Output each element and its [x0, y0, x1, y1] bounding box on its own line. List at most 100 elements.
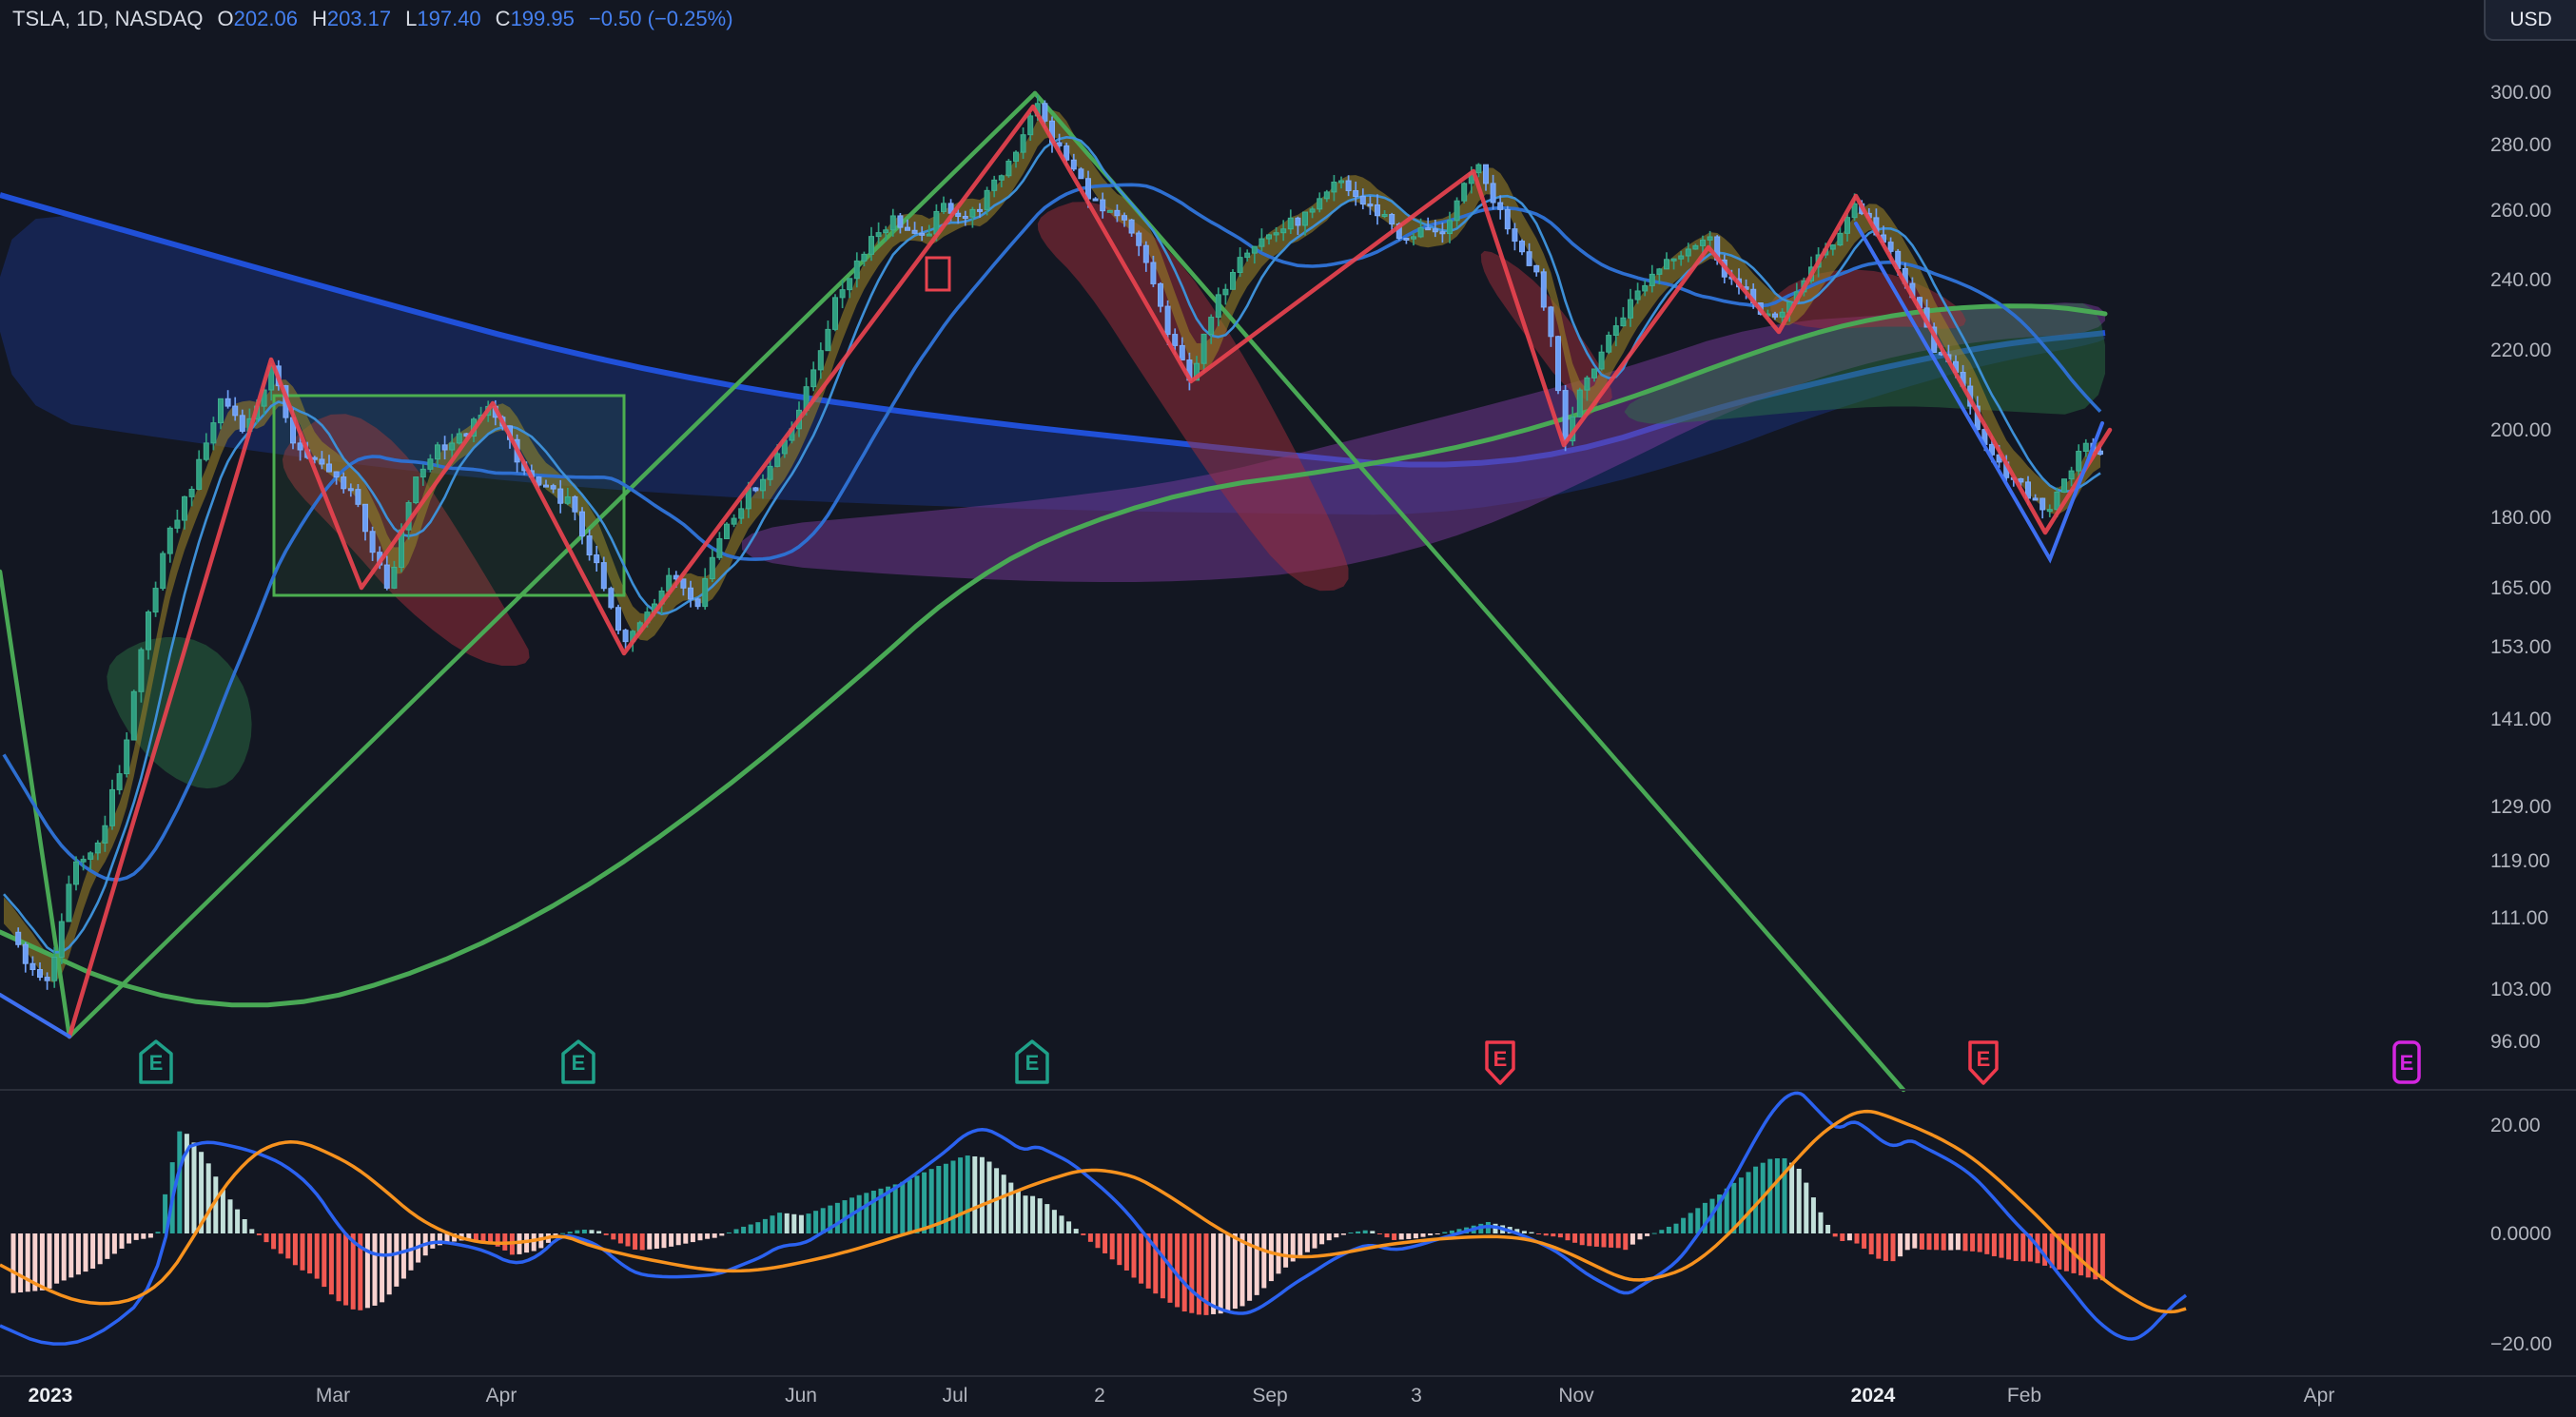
macd-hist-bar	[10, 1233, 16, 1293]
macd-hist-bar	[2078, 1233, 2084, 1276]
macd-hist-bar	[1232, 1233, 1238, 1310]
macd-hist-bar	[1290, 1233, 1296, 1262]
candle-body	[608, 588, 615, 609]
macd-tick[interactable]: 0.0000	[2490, 1223, 2551, 1245]
macd-hist-bar	[177, 1131, 183, 1233]
time-tick[interactable]: 3	[1411, 1385, 1422, 1407]
candle-body	[752, 487, 759, 492]
green-trendline[interactable]	[1032, 90, 1906, 1093]
price-tick[interactable]: 96.00	[2490, 1031, 2541, 1053]
candle-body	[1092, 198, 1099, 202]
earnings-icon[interactable]	[1968, 1040, 1999, 1085]
macd-hist-bar	[1211, 1233, 1217, 1314]
time-tick[interactable]: Apr	[486, 1385, 517, 1407]
macd-hist-bar	[762, 1218, 768, 1233]
time-tick[interactable]: Apr	[2304, 1385, 2335, 1407]
candle-body	[1215, 294, 1221, 319]
earnings-icon[interactable]	[1485, 1040, 1515, 1085]
time-tick[interactable]: 2024	[1851, 1385, 1896, 1407]
price-tick[interactable]: 165.00	[2490, 577, 2551, 599]
earnings-icon[interactable]	[2392, 1040, 2421, 1084]
price-tick[interactable]: 300.00	[2490, 82, 2551, 104]
blue-trendline[interactable]	[1854, 222, 2104, 564]
candle-body	[1287, 217, 1294, 230]
currency-toggle-button[interactable]: USD	[2484, 0, 2576, 41]
price-tick[interactable]: 153.00	[2490, 636, 2551, 658]
macd-hist-bar	[292, 1233, 298, 1266]
macd-hist-bar	[1717, 1194, 1723, 1233]
price-tick[interactable]: 260.00	[2490, 200, 2551, 222]
time-tick[interactable]: Jun	[785, 1385, 817, 1407]
macd-hist-bar	[611, 1233, 616, 1240]
macd-hist-bar	[1319, 1233, 1325, 1245]
price-tick[interactable]: 280.00	[2490, 134, 2551, 156]
macd-hist-bar	[1123, 1233, 1129, 1271]
macd-hist-bar	[271, 1233, 277, 1250]
macd-hist-bar	[105, 1233, 110, 1259]
candle-body	[441, 444, 448, 451]
candle-body	[1475, 164, 1482, 174]
candle-body	[1584, 377, 1590, 391]
time-tick[interactable]: Nov	[1558, 1385, 1594, 1407]
candle-body	[297, 442, 303, 451]
candle-body	[1179, 344, 1185, 361]
price-tick[interactable]: 220.00	[2490, 340, 2551, 361]
red-marker-box[interactable]	[925, 256, 951, 292]
price-tick[interactable]: 119.00	[2490, 850, 2550, 872]
macd-hist-bar	[1695, 1208, 1701, 1233]
macd-hist-bar	[97, 1233, 103, 1265]
blue-trendline[interactable]	[0, 993, 71, 1038]
candle-body	[1844, 217, 1850, 234]
macd-hist-bar	[1326, 1233, 1332, 1241]
candle-body	[166, 527, 173, 554]
symbol-title[interactable]: TSLA, 1D, NASDAQ	[12, 7, 204, 30]
macd-hist-bar	[705, 1233, 711, 1239]
green-rectangle-drawing[interactable]	[272, 394, 626, 597]
earnings-icon[interactable]	[1015, 1039, 1049, 1084]
price-tick[interactable]: 103.00	[2490, 979, 2551, 1000]
candle-body	[391, 566, 398, 589]
macd-hist-bar	[1890, 1233, 1896, 1262]
macd-tick[interactable]: −20.00	[2490, 1333, 2552, 1355]
price-tick[interactable]: 180.00	[2490, 507, 2551, 529]
candle-body	[2032, 497, 2039, 501]
time-tick[interactable]: Feb	[2007, 1385, 2041, 1407]
macd-hist-bar	[892, 1184, 898, 1233]
candle-body	[94, 842, 101, 854]
macd-hist-bar	[2027, 1233, 2033, 1262]
macd-hist-bar	[733, 1229, 739, 1233]
macd-hist-bar	[322, 1233, 327, 1288]
price-tick[interactable]: 129.00	[2490, 796, 2551, 818]
candle-body	[449, 442, 456, 451]
candle-body	[37, 969, 43, 979]
macd-hist-bar	[75, 1233, 81, 1275]
candle-body	[1381, 213, 1388, 217]
candle-body	[66, 883, 72, 922]
macd-hist-bar	[1681, 1217, 1687, 1233]
price-tick[interactable]: 111.00	[2490, 907, 2548, 929]
macd-hist-bar	[1898, 1233, 1903, 1257]
price-tick[interactable]: 200.00	[2490, 419, 2551, 441]
time-tick[interactable]: 2023	[29, 1385, 73, 1407]
macd-hist-bar	[784, 1213, 790, 1233]
price-tick[interactable]: 141.00	[2490, 708, 2551, 730]
symbol-legend[interactable]: TSLA, 1D, NASDAQ O202.06 H203.17 L197.40…	[12, 7, 733, 31]
earnings-icon[interactable]	[561, 1039, 595, 1084]
macd-hist-bar	[380, 1233, 385, 1303]
earnings-icon[interactable]	[139, 1039, 173, 1084]
macd-tick[interactable]: 20.00	[2490, 1115, 2541, 1136]
time-tick[interactable]: 2	[1094, 1385, 1105, 1407]
candle-body	[326, 463, 332, 473]
time-tick[interactable]: Mar	[316, 1385, 350, 1407]
macd-hist-bar	[444, 1233, 450, 1244]
price-tick[interactable]: 240.00	[2490, 269, 2551, 291]
macd-hist-bar	[1283, 1233, 1289, 1268]
time-tick[interactable]: Sep	[1252, 1385, 1287, 1407]
ohlc-low: L197.40	[405, 7, 481, 30]
macd-hist-bar	[842, 1200, 848, 1233]
macd-hist-bar	[1846, 1233, 1852, 1241]
time-tick[interactable]: Jul	[943, 1385, 968, 1407]
red-zigzag-drawing[interactable]	[67, 104, 2113, 1039]
candle-body	[2039, 497, 2046, 511]
